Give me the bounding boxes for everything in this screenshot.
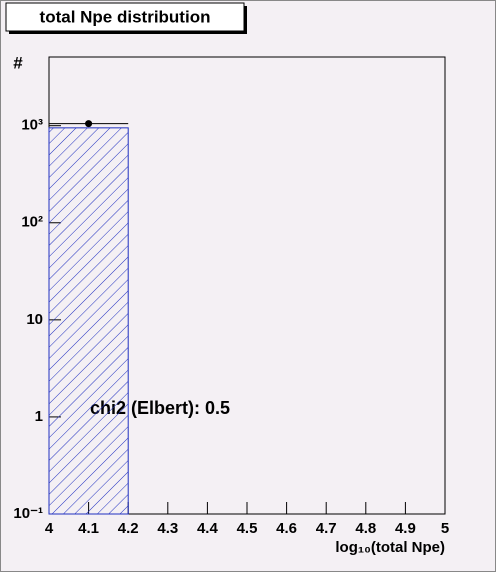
x-tick-label: 4.4 — [197, 520, 219, 537]
y-tick-label: 10² — [21, 214, 43, 231]
y-tick-label: 10³ — [21, 117, 43, 134]
x-tick-label: 5 — [441, 520, 449, 537]
y-tick-label: 1 — [35, 408, 43, 425]
bar — [48, 127, 129, 515]
x-tick-label: 4.3 — [157, 520, 178, 537]
x-tick-label: 4.7 — [316, 520, 337, 537]
title-box — [5, 2, 245, 32]
x-axis-label: log₁₀(total Npe) — [335, 539, 445, 556]
x-tick-label: 4.6 — [276, 520, 297, 537]
x-tick-label: 4 — [45, 520, 54, 537]
x-tick-label: 4.5 — [237, 520, 258, 537]
y-tick-label: 10 — [26, 311, 43, 328]
data-point — [85, 120, 93, 128]
y-axis-label: # — [13, 53, 23, 72]
x-tick-label: 4.1 — [78, 520, 99, 537]
x-tick-label: 4.2 — [118, 520, 139, 537]
x-tick-label: 4.8 — [355, 520, 376, 537]
x-tick-label: 4.9 — [395, 520, 416, 537]
y-tick-label: 10⁻¹ — [13, 505, 43, 522]
chart-title: total Npe distribution — [40, 7, 211, 26]
